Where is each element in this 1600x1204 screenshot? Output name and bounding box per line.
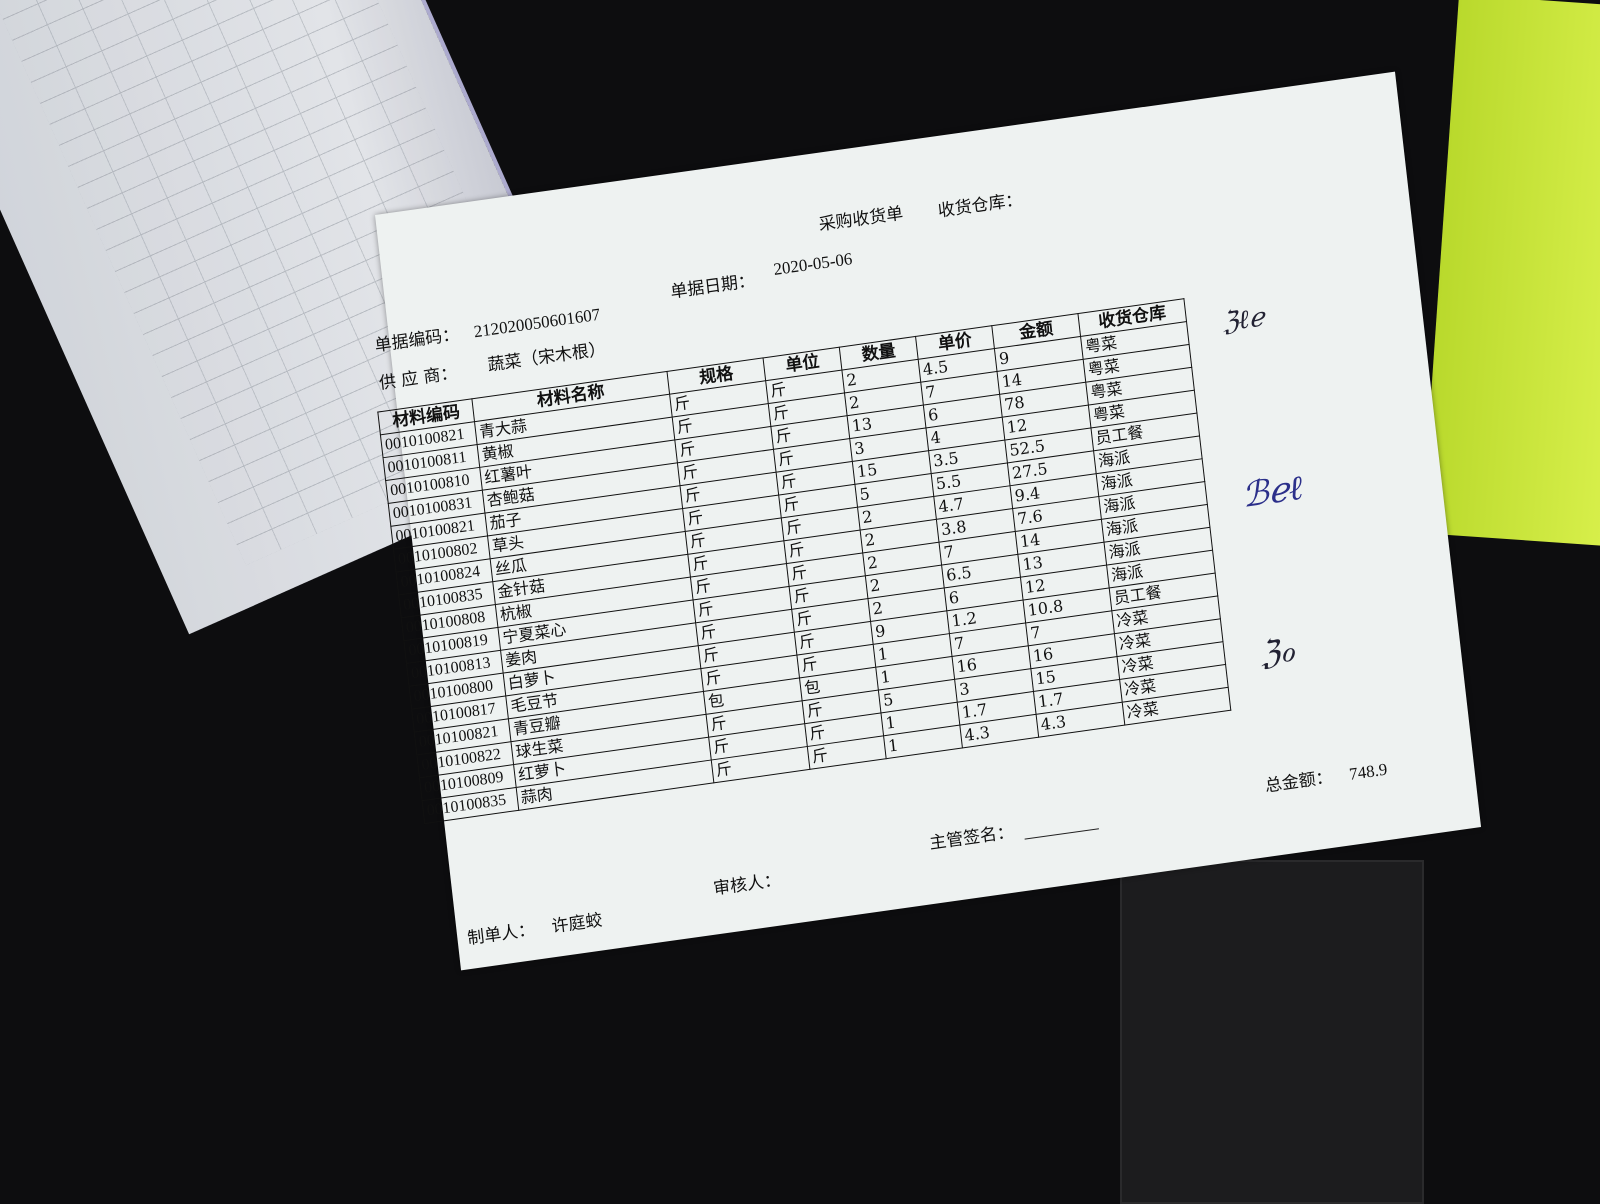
doc-date: 2020-05-06	[772, 249, 854, 279]
materials-table: 材料编码 材料名称 规格 单位 数量 单价 金额 收货仓库 0010100821…	[377, 298, 1231, 824]
date-label: 单据日期：	[669, 270, 756, 303]
handwritten-signature: ℨℓℯ	[1220, 302, 1266, 339]
total-amount: 748.9	[1348, 759, 1389, 784]
handwritten-signature: ℨℴ	[1257, 630, 1297, 673]
supplier: 蔬菜（宋木根）	[486, 339, 607, 376]
preparer-label: 制单人：	[466, 919, 537, 950]
manager-sign-label: 主管签名：	[928, 822, 1015, 854]
reviewer-label: 审核人：	[712, 870, 782, 900]
total-label: 总金额：	[1264, 767, 1334, 797]
purchase-receipt: 采购收货单 收货仓库： 单据编码： 212020050601607 单据日期： …	[374, 71, 1482, 971]
doc-no: 212020050601607	[472, 304, 602, 342]
printer-tray	[1120, 860, 1424, 1204]
yellow-notepad	[1421, 0, 1600, 546]
manager-sign-line	[1024, 828, 1099, 840]
handwritten-signature: ℬℯℓ	[1239, 467, 1305, 516]
preparer-name: 许庭蛟	[550, 910, 604, 938]
warehouse-label: 收货仓库：	[936, 189, 1024, 222]
receipt-title: 采购收货单	[817, 203, 905, 236]
